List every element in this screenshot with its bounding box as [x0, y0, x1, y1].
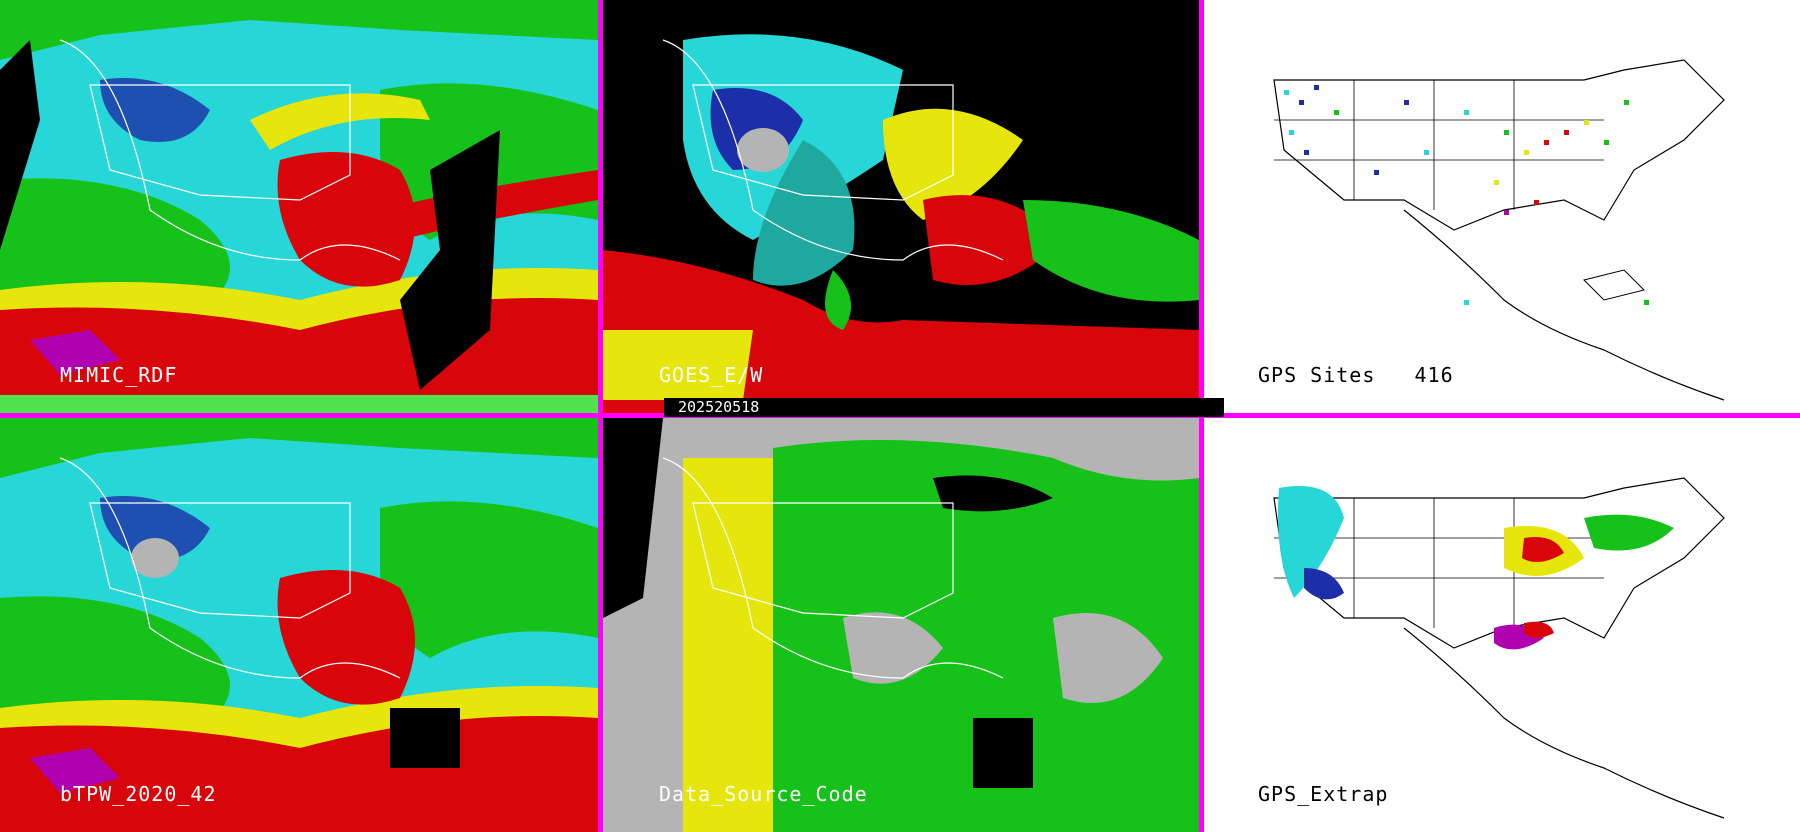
- gps-sites-map: [1204, 0, 1800, 413]
- mimic-rdf-map: [0, 0, 598, 413]
- goes-ew-panel: GOES_E/W: [603, 0, 1199, 413]
- gps-sites-label: GPS Sites 416: [1258, 363, 1454, 387]
- btpw-map: [0, 418, 598, 832]
- goes-ew-map: [603, 0, 1199, 413]
- gps-extrap-panel: GPS_Extrap: [1204, 418, 1800, 832]
- gps-site-markers: [1284, 85, 1649, 305]
- gps-sites-count: 416: [1414, 363, 1454, 387]
- btpw-panel: bTPW_2020_42: [0, 418, 598, 832]
- mimic-rdf-label: MIMIC_RDF: [60, 363, 178, 387]
- gps-extrap-label: GPS_Extrap: [1258, 782, 1389, 806]
- date-stamp: 202520518: [664, 398, 1224, 417]
- gps-sites-title: GPS Sites: [1258, 363, 1376, 387]
- goes-ew-label: GOES_E/W: [659, 363, 764, 387]
- gps-extrap-map: [1204, 418, 1800, 832]
- data-source-code-map: [603, 418, 1199, 832]
- data-source-code-panel: Data_Source_Code: [603, 418, 1199, 832]
- gps-sites-panel: GPS Sites 416: [1204, 0, 1800, 413]
- btpw-label: bTPW_2020_42: [60, 782, 217, 806]
- data-source-code-label: Data_Source_Code: [659, 782, 868, 806]
- mimic-rdf-panel: MIMIC_RDF: [0, 0, 598, 413]
